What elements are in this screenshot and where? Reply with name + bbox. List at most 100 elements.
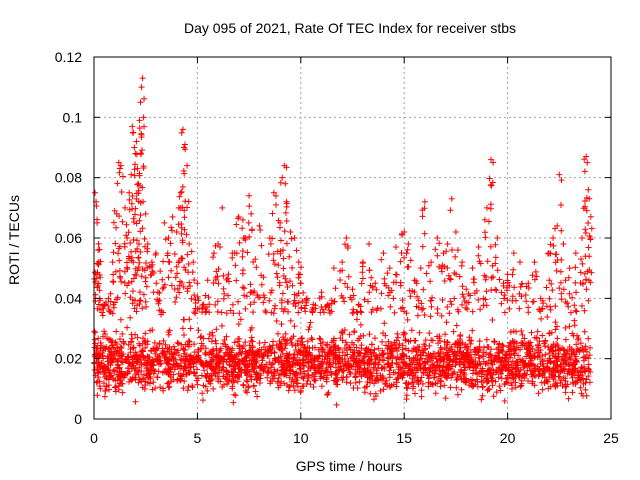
- data-point: [136, 217, 143, 224]
- data-point: [510, 328, 517, 335]
- data-point: [134, 267, 141, 274]
- data-point: [169, 213, 176, 220]
- data-point: [114, 371, 121, 378]
- data-point: [173, 294, 180, 301]
- data-point: [562, 324, 569, 331]
- data-point: [494, 267, 501, 274]
- data-point: [226, 278, 233, 285]
- data-point: [112, 388, 119, 395]
- data-point: [116, 169, 123, 176]
- data-point: [240, 235, 247, 242]
- data-point: [159, 385, 166, 392]
- data-point: [194, 293, 201, 300]
- data-point: [401, 254, 408, 261]
- data-point: [213, 326, 220, 333]
- data-point: [267, 289, 274, 296]
- data-point: [317, 340, 324, 347]
- data-point: [180, 283, 187, 290]
- data-point: [166, 344, 173, 351]
- data-point: [289, 264, 296, 271]
- data-point: [102, 346, 109, 353]
- data-point: [278, 361, 285, 368]
- data-point: [335, 354, 342, 361]
- data-point: [451, 348, 458, 355]
- data-point: [514, 360, 521, 367]
- data-point: [528, 329, 535, 336]
- data-point: [128, 248, 135, 255]
- data-point: [517, 283, 524, 290]
- data-point: [341, 327, 348, 334]
- data-point: [543, 303, 550, 310]
- data-point: [473, 365, 480, 372]
- data-point: [438, 346, 445, 353]
- data-point: [110, 279, 117, 286]
- data-point: [436, 335, 443, 342]
- data-point: [478, 373, 485, 380]
- data-point: [208, 338, 215, 345]
- data-point: [202, 292, 209, 299]
- data-point: [438, 268, 445, 275]
- data-point: [160, 309, 167, 316]
- data-point: [451, 368, 458, 375]
- data-point: [118, 188, 125, 195]
- data-point: [417, 362, 424, 369]
- data-point: [386, 367, 393, 374]
- data-point: [540, 370, 547, 377]
- data-point: [339, 377, 346, 384]
- data-point: [530, 298, 537, 305]
- data-point: [154, 374, 161, 381]
- data-point: [382, 381, 389, 388]
- data-point: [200, 335, 207, 342]
- data-point: [389, 354, 396, 361]
- data-point: [573, 341, 580, 348]
- data-point: [552, 326, 559, 333]
- data-point: [419, 207, 426, 214]
- data-point: [248, 337, 255, 344]
- data-point: [97, 339, 104, 346]
- data-point: [171, 251, 178, 258]
- data-point: [235, 215, 242, 222]
- data-point: [364, 374, 371, 381]
- data-point: [124, 266, 131, 273]
- data-point: [99, 365, 106, 372]
- data-point: [233, 221, 240, 228]
- data-point: [578, 377, 585, 384]
- data-point: [409, 375, 416, 382]
- data-point: [268, 350, 275, 357]
- data-point: [119, 380, 126, 387]
- data-point: [128, 278, 135, 285]
- data-point: [520, 372, 527, 379]
- data-point: [129, 192, 136, 199]
- data-point: [140, 335, 147, 342]
- data-point: [236, 239, 243, 246]
- data-point: [476, 355, 483, 362]
- data-point: [536, 349, 543, 356]
- data-point: [373, 286, 380, 293]
- data-point: [220, 367, 227, 374]
- data-point: [114, 294, 121, 301]
- data-point: [426, 369, 433, 376]
- data-point: [185, 198, 192, 205]
- data-point: [165, 357, 172, 364]
- data-point: [403, 392, 410, 399]
- data-point: [323, 342, 330, 349]
- data-point: [550, 365, 557, 372]
- data-point: [469, 308, 476, 315]
- data-point: [363, 383, 370, 390]
- data-point: [387, 303, 394, 310]
- data-point: [462, 304, 469, 311]
- data-point: [96, 378, 103, 385]
- data-point: [134, 181, 141, 188]
- data-point: [138, 130, 145, 137]
- data-point: [385, 360, 392, 367]
- data-point: [345, 366, 352, 373]
- data-point: [534, 363, 541, 370]
- data-point: [120, 338, 127, 345]
- data-point: [267, 346, 274, 353]
- data-point: [504, 375, 511, 382]
- data-point: [289, 342, 296, 349]
- data-point: [186, 241, 193, 248]
- data-point: [415, 304, 422, 311]
- data-point: [130, 259, 137, 266]
- data-point: [368, 341, 375, 348]
